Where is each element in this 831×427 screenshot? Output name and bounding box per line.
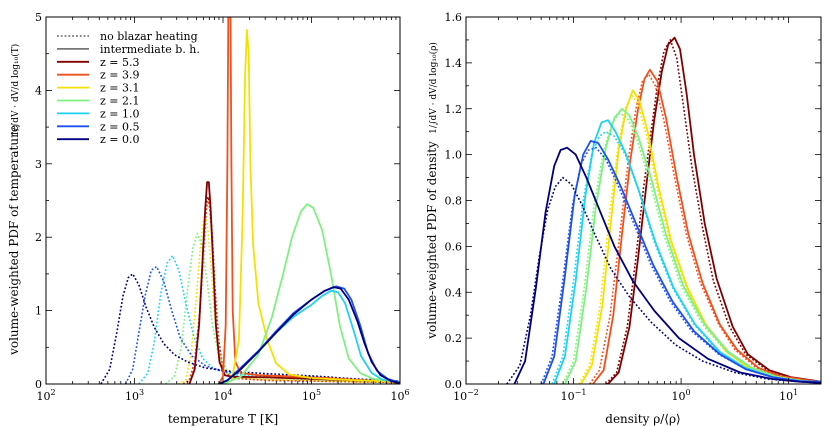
left-y-axis-label: volume-weighted PDF of temperature <box>7 125 21 356</box>
left-series-line <box>100 273 400 384</box>
right-x-axis-label: density ρ/⟨ρ⟩ <box>605 412 680 426</box>
right-series-line <box>578 94 821 384</box>
left-series-line <box>178 214 400 384</box>
left-series-group <box>100 17 400 384</box>
left-series-line <box>218 286 400 384</box>
right-y-tick-label: 0.2 <box>445 332 463 345</box>
left-x-tick-label: 104 <box>213 388 232 403</box>
right-series-line <box>592 68 821 384</box>
right-series-line <box>589 73 821 384</box>
right-series-line <box>513 146 821 384</box>
left-y-axis-label-group: volume-weighted PDF of temperature 1/∫dV… <box>7 44 21 356</box>
right-x-tick-label: 10−2 <box>453 388 479 403</box>
legend-label: no blazar heating <box>100 30 198 43</box>
right-series-group <box>506 36 821 384</box>
left-x-tick-label: 105 <box>302 388 321 403</box>
left-y-tick-label: 3 <box>35 158 42 171</box>
right-y-axis-label-group: volume-weighted PDF of density 1/∫dV · d… <box>425 42 439 340</box>
legend-label: z = 1.0 <box>100 107 140 120</box>
right-series-line <box>564 107 821 384</box>
right-series-line <box>607 36 821 384</box>
right-y-tick-label: 0.6 <box>445 240 463 253</box>
right-series-line <box>542 140 821 384</box>
right-y-tick-label: 0.8 <box>445 195 463 208</box>
left-y-tick-label: 0 <box>35 378 42 391</box>
right-y-tick-label: 0.4 <box>445 286 463 299</box>
right-x-tick-label: 100 <box>672 388 691 403</box>
right-x-tick-label: 101 <box>779 388 798 403</box>
left-series-line <box>188 181 400 384</box>
right-y-tick-label: 1.4 <box>445 57 463 70</box>
left-y-tick-label: 4 <box>35 84 42 97</box>
left-axis-ticks: 102 103 104 105 106 0 1 2 3 4 5 <box>35 11 410 403</box>
right-series-line <box>551 130 821 384</box>
right-plot-frame <box>465 16 822 385</box>
left-y-tick-label: 5 <box>35 11 42 24</box>
legend-label: z = 3.9 <box>100 69 140 82</box>
right-y-axis-label: volume-weighted PDF of density <box>425 141 439 340</box>
right-axis-ticks: 10−2 10−1 100 101 0.0 0.2 0.4 0.6 0.8 1.0 1.2 1.4 1.… <box>445 11 822 403</box>
left-x-axis-label: temperature T [K] <box>168 412 278 426</box>
legend-label: z = 2.1 <box>100 95 140 108</box>
left-x-tick-label: 106 <box>390 388 409 403</box>
left-series-line <box>222 29 400 384</box>
left-series-line <box>182 196 400 384</box>
legend-label: z = 3.1 <box>100 82 140 95</box>
right-x-tick-label: 10−1 <box>561 388 587 403</box>
left-x-tick-label: 103 <box>125 388 144 403</box>
right-series-line <box>540 146 821 384</box>
legend-label: intermediate b. h. <box>100 43 200 56</box>
right-panel: 10−2 10−1 100 101 0.0 0.2 0.4 0.6 0.8 1.0 1.2 1.4 1.… <box>425 11 822 426</box>
left-x-tick-label: 102 <box>36 388 55 403</box>
right-y-tick-label: 1.6 <box>445 11 463 24</box>
left-y-tick-label: 1 <box>35 305 42 318</box>
left-series-line <box>222 203 400 384</box>
right-y-axis-math: 1/∫dV · dV/d log₁₀(ρ) <box>428 42 439 134</box>
left-y-axis-math: 1/∫dV · dV/d log₁₀(T) <box>10 44 21 137</box>
right-y-tick-label: 0.0 <box>445 378 463 391</box>
right-series-line <box>605 39 821 384</box>
legend-label: z = 0.0 <box>100 133 140 146</box>
legend-label: z = 5.3 <box>100 56 140 69</box>
right-y-tick-label: 1.0 <box>445 149 463 162</box>
right-series-line <box>506 176 821 384</box>
right-y-tick-label: 1.2 <box>445 103 463 116</box>
legend-label: z = 0.5 <box>100 120 140 133</box>
left-series-line <box>138 254 400 384</box>
left-y-tick-label: 2 <box>35 231 42 244</box>
left-series-line <box>182 199 400 384</box>
